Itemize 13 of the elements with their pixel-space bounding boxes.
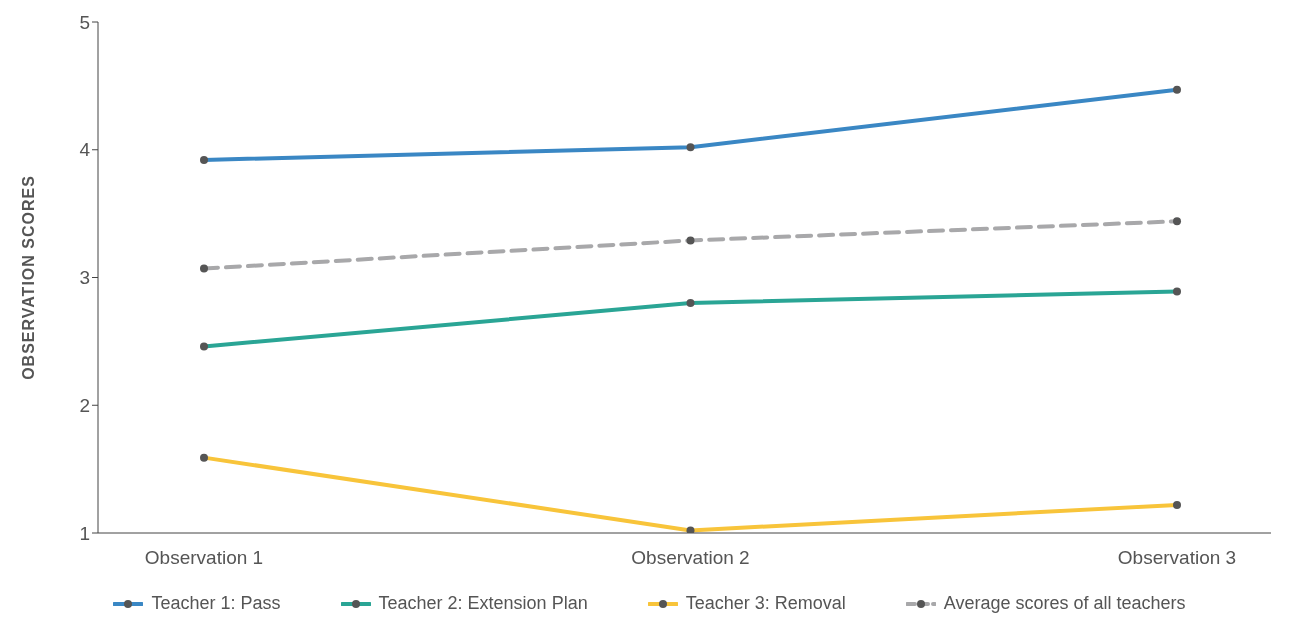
y-tick-label: 5: [79, 11, 90, 33]
x-tick-label: Observation 3: [1117, 547, 1237, 569]
y-tick-label: 3: [79, 267, 90, 289]
legend-label: Teacher 3: Removal: [685, 593, 846, 614]
x-tick-label: Observation 2: [631, 547, 750, 569]
y-tick-label: 4: [79, 139, 91, 161]
y-axis-title: OBSERVATION SCORES: [19, 175, 37, 380]
y-tick-label: 1: [79, 522, 90, 544]
y-tick-label: 2: [79, 394, 90, 416]
legend-label: Average scores of all teachers: [943, 593, 1186, 614]
legend-label: Teacher 1: Pass: [151, 593, 281, 614]
legend-label: Teacher 2: Extension Plan: [378, 593, 588, 614]
x-tick-label: Observation 1: [144, 547, 264, 569]
